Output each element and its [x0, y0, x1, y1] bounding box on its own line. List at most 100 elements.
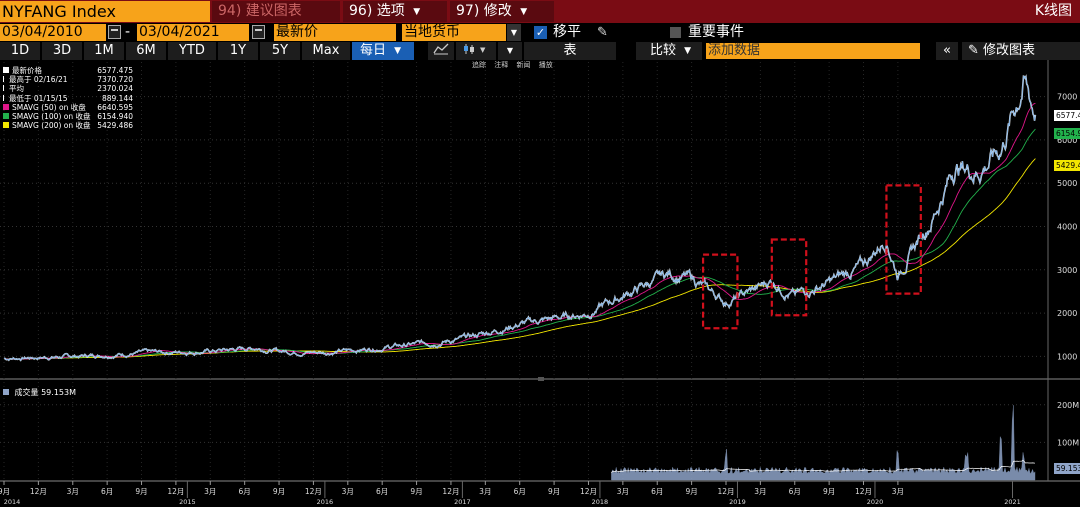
add-data-input[interactable]: 添加数据 — [706, 43, 920, 59]
caret-down-icon: ▼ — [520, 7, 528, 17]
options-menu[interactable]: 96) 选项 ▼ — [343, 1, 447, 22]
chevron-down-icon[interactable]: ▼ — [498, 42, 522, 60]
chart-area[interactable]: 1000 2000 3000 4000 5000 6000 7000 200M 100M 9月 12… — [0, 60, 1080, 507]
line-chart-icon[interactable] — [428, 42, 454, 60]
legend-swatch — [3, 85, 6, 92]
legend-entry: 最低于 01/15/15 889.144 — [3, 94, 133, 103]
period-ytd-button[interactable]: YTD — [168, 42, 216, 60]
y-tick-label: 3000 — [1057, 266, 1077, 275]
legend-label: 最新价格 — [12, 66, 42, 75]
legend-value: 2370.024 — [97, 84, 133, 94]
date-separator: - — [125, 24, 131, 40]
period-3d-button[interactable]: 3D — [42, 42, 82, 60]
legend-label: 最低于 01/15/15 — [9, 93, 68, 103]
volume-tag: 59.153M — [1054, 462, 1080, 474]
x-tick-label: 9月 — [548, 487, 560, 496]
x-tick-label: 9月 — [685, 487, 697, 496]
price-line — [3, 75, 1036, 362]
legend-label: 最高于 02/16/21 — [9, 75, 68, 85]
period-1y-button[interactable]: 1Y — [218, 42, 258, 60]
moving-average-checkbox[interactable]: ✓ — [534, 26, 547, 39]
calendar-icon[interactable] — [108, 25, 121, 39]
compare-select[interactable]: 比较 ▼ — [636, 42, 702, 60]
caret-down-icon: ▼ — [394, 46, 402, 56]
x-tick-label: 12月 — [167, 487, 184, 496]
legend-swatch — [3, 389, 9, 395]
x-tick-label: 3月 — [204, 487, 216, 496]
start-date-field[interactable]: 03/04/2010 — [0, 24, 106, 41]
year-label: 2017 — [454, 498, 471, 506]
events-label: 重要事件 — [688, 24, 744, 40]
menu-label: 修改 — [483, 3, 512, 19]
year-label: 2016 — [317, 498, 334, 506]
period-1m-button[interactable]: 1M — [84, 42, 124, 60]
x-tick-label: 3月 — [342, 487, 354, 496]
period-5y-button[interactable]: 5Y — [260, 42, 300, 60]
annotate-tool[interactable]: 注释 — [494, 61, 509, 69]
legend-label: SMAVG (100) on 收盘 — [12, 111, 91, 121]
edit-menu[interactable]: 97) 修改 ▼ — [450, 1, 554, 22]
suggested-charts-menu[interactable]: 94) 建议图表 — [212, 1, 340, 22]
frequency-select[interactable]: 每日 ▼ — [352, 42, 414, 60]
volume-tick-label: 100M — [1057, 438, 1079, 447]
volume-tick-label: 200M — [1057, 401, 1079, 410]
x-tick-label: 12月 — [442, 487, 459, 496]
legend-value: 5429.486 — [97, 121, 133, 131]
news-tool[interactable]: 新闻 — [516, 61, 531, 69]
x-tick-label: 3月 — [754, 487, 766, 496]
price-chart[interactable]: 1000 2000 3000 4000 5000 6000 7000 200M 100M 9月 12… — [0, 60, 1080, 507]
price-tag: 6577.47 — [1054, 109, 1080, 121]
title-bar: NYFANG Index 94) 建议图表 96) 选项 ▼ 97) 修改 ▼ … — [0, 0, 1080, 23]
menu-label: 建议图表 — [245, 3, 302, 19]
end-date-field[interactable]: 03/04/2021 — [137, 24, 249, 41]
legend-value: 6577.475 — [97, 66, 133, 75]
pencil-icon[interactable]: ✎ — [597, 25, 608, 40]
x-tick-label: 6月 — [514, 487, 526, 496]
year-label: 2019 — [729, 498, 746, 506]
legend-value: 6640.595 — [97, 102, 133, 112]
x-tick-label: 12月 — [855, 487, 872, 496]
candlestick-icon[interactable]: ▼ — [456, 42, 496, 60]
period-max-button[interactable]: Max — [302, 42, 350, 60]
volume-legend-label: 成交量 — [14, 388, 39, 397]
chart-type-title: K线图 — [1034, 3, 1072, 19]
frequency-label: 每日 — [360, 43, 387, 58]
legend-swatch — [3, 76, 6, 83]
chevron-down-icon[interactable]: ▼ — [507, 24, 521, 41]
legend-swatch — [3, 112, 9, 119]
y-tick-label: 5000 — [1057, 179, 1077, 188]
year-label: 2018 — [592, 498, 609, 506]
collapse-icon[interactable]: « — [936, 42, 958, 60]
caret-down-icon: ▼ — [684, 46, 692, 56]
chart-legend: 最新价格 6577.475 最高于 02/16/21 7370.720 平均 2370.0… — [3, 66, 133, 130]
moving-average-label: 移平 — [553, 24, 581, 40]
events-checkbox[interactable] — [670, 27, 681, 38]
track-tool[interactable]: 追踪 — [472, 61, 486, 69]
price-tag: 6154.94 — [1054, 128, 1080, 140]
y-tick-label: 1000 — [1057, 352, 1077, 361]
play-tool[interactable]: 播放 — [538, 61, 553, 69]
y-tick-label: 6000 — [1057, 136, 1077, 145]
price-panel — [0, 62, 1048, 378]
x-tick-label: 12月 — [30, 487, 47, 496]
legend-entry: 平均 2370.024 — [3, 84, 133, 93]
calendar-icon[interactable] — [252, 25, 265, 39]
y-tick-label: 4000 — [1057, 222, 1077, 231]
ticker-title[interactable]: NYFANG Index — [0, 1, 210, 22]
menu-number: 96) — [349, 3, 373, 19]
period-1d-button[interactable]: 1D — [0, 42, 40, 60]
y-tick-label: 7000 — [1057, 93, 1077, 102]
x-tick-label: 12月 — [717, 487, 734, 496]
table-button[interactable]: 表 — [524, 42, 616, 60]
legend-swatch — [3, 103, 9, 110]
legend-entry: 最新价格 6577.475 — [3, 66, 133, 75]
x-tick-label: 6月 — [239, 487, 251, 496]
x-tick-label: 9月 — [135, 487, 147, 496]
x-tick-label: 3月 — [892, 487, 904, 496]
legend-swatch — [3, 122, 9, 129]
edit-chart-button[interactable]: ✎ 修改图表 — [962, 42, 1080, 60]
price-field-select[interactable]: 最新价 — [274, 24, 396, 41]
currency-select[interactable]: 当地货币 — [402, 24, 506, 41]
volume-legend-value: 59.153M — [41, 388, 76, 397]
period-6m-button[interactable]: 6M — [126, 42, 166, 60]
